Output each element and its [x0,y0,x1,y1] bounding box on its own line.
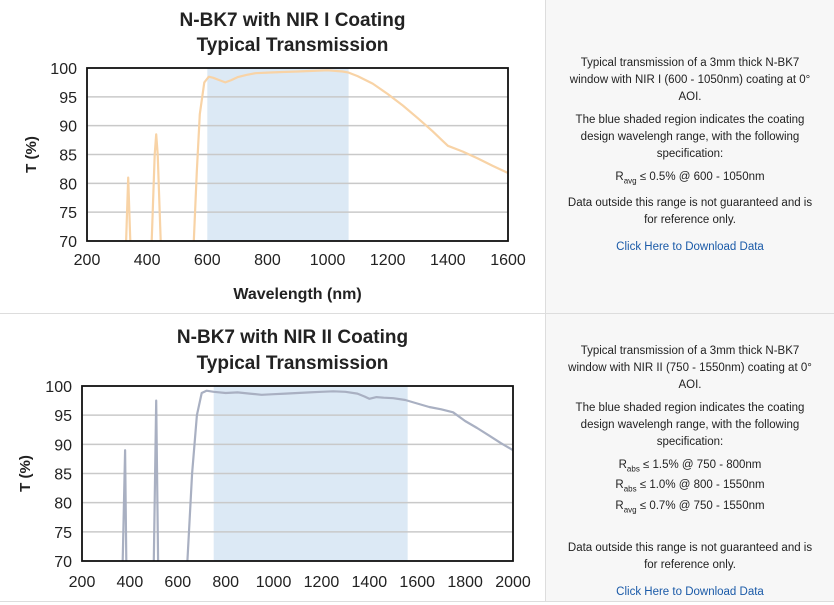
chart-nir-i: N-BK7 with NIR I Coating Typical Transmis… [23,10,526,303]
spec-line: Ravg ≤ 0.7% @ 750 - 1550nm [615,499,765,514]
y-tick-label: 95 [59,90,77,107]
x-tick-label: 1200 [370,252,406,269]
x-tick-label: 1600 [399,574,435,591]
chart-title: N-BK7 with NIR I Coating [180,10,406,31]
chart-title: N-BK7 with NIR II Coating [177,327,408,348]
description-shaded-note: The blue shaded region indicates the coa… [575,402,805,448]
transmission-line [186,389,514,562]
x-tick-label: 400 [134,252,161,269]
x-tick-label: 200 [69,574,96,591]
y-tick-label: 80 [54,496,72,513]
y-tick-label: 80 [59,176,77,193]
spec-list: Ravg ≤ 0.5% @ 600 - 1050nm [546,169,834,189]
spec-line: Ravg ≤ 0.5% @ 600 - 1050nm [615,171,765,186]
y-tick-label: 85 [59,148,77,165]
x-tick-label: 600 [194,252,221,269]
y-tick-label: 95 [54,408,72,425]
y-tick-label: 100 [45,379,72,396]
transmission-line [125,176,132,242]
plot-frame [86,67,509,242]
x-tick-label: 1400 [352,574,388,591]
chart-row-nir-i: N-BK7 with NIR I Coating Typical Transmis… [0,0,834,314]
x-tick-label: 600 [164,574,191,591]
chart-cell: N-BK7 with NIR II Coating Typical Transmi… [0,314,546,601]
x-tick-label: 1800 [447,574,483,591]
chart-subtitle: Typical Transmission [197,353,389,374]
chart-subtitle: Typical Transmission [197,35,389,56]
y-tick-label: 100 [50,61,77,78]
transmission-line [150,133,162,242]
transmission-line [152,399,160,562]
x-tick-label: 1000 [256,574,292,591]
x-tick-label: 800 [212,574,239,591]
transmission-line [192,69,509,242]
description-cell: Typical transmission of a 3mm thick N-BK… [546,314,834,601]
y-tick-label: 90 [54,437,72,454]
y-tick-label: 70 [59,234,77,251]
description-panel: Typical transmission of a 3mm thick N-BK… [546,343,834,601]
y-axis-label: T (%) [23,136,40,173]
spec-list: Rabs ≤ 1.5% @ 750 - 800nm Rabs ≤ 1.0% @ … [546,457,834,518]
x-tick-label: 1400 [430,252,466,269]
transmission-line [121,449,128,562]
description-panel: Typical transmission of a 3mm thick N-BK… [546,55,834,256]
spec-line: Rabs ≤ 1.0% @ 800 - 1550nm [615,479,765,494]
y-tick-label: 75 [54,525,72,542]
x-tick-label: 200 [74,252,101,269]
description-intro: Typical transmission of a 3mm thick N-BK… [568,345,812,391]
x-tick-label: 400 [117,574,144,591]
download-data-link[interactable]: Click Here to Download Data [616,241,764,254]
x-tick-label: 1000 [310,252,346,269]
description-cell: Typical transmission of a 3mm thick N-BK… [546,0,834,313]
description-shaded-note: The blue shaded region indicates the coa… [575,114,805,160]
description-outside-note: Data outside this range is not guarantee… [567,197,813,227]
y-tick-label: 85 [54,467,72,484]
y-tick-label: 90 [59,119,77,136]
download-data-link[interactable]: Click Here to Download Data [616,585,764,598]
chart-row-nir-ii: N-BK7 with NIR II Coating Typical Transmi… [0,314,834,602]
spec-line: Rabs ≤ 1.5% @ 750 - 800nm [618,459,762,474]
description-intro: Typical transmission of a 3mm thick N-BK… [569,57,811,103]
x-tick-label: 1600 [490,252,526,269]
y-axis-label: T (%) [17,455,34,492]
y-tick-label: 70 [54,554,72,571]
x-tick-label: 800 [254,252,281,269]
description-outside-note: Data outside this range is not guarantee… [567,541,813,571]
chart-cell: N-BK7 with NIR I Coating Typical Transmis… [0,0,546,313]
chart-nir-ii: N-BK7 with NIR II Coating Typical Transmi… [17,327,531,591]
plot-frame [81,385,514,562]
x-tick-label: 1200 [304,574,340,591]
x-axis-label: Wavelength (nm) [233,286,361,303]
x-tick-label: 2000 [495,574,531,591]
y-tick-label: 75 [59,205,77,222]
